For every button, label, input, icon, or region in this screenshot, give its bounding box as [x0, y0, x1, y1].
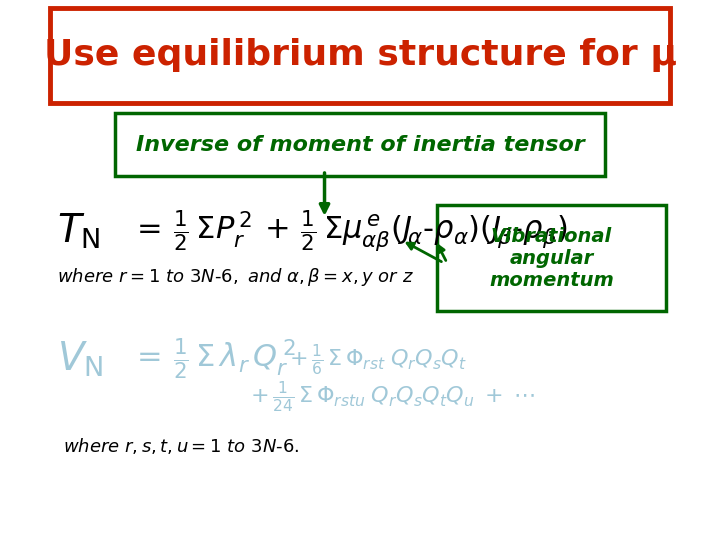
Text: Vibrational
angular
momentum: Vibrational angular momentum — [489, 227, 614, 289]
Text: $+\,\frac{1}{24}\,\mathsf{\Sigma}\,\Phi_{rstu}\;Q_r Q_s Q_t Q_u\;+\;\cdots$: $+\,\frac{1}{24}\,\mathsf{\Sigma}\,\Phi_… — [251, 380, 535, 414]
Text: Use equilibrium structure for μ: Use equilibrium structure for μ — [43, 38, 677, 72]
Text: $=\,\frac{1}{2}\,\mathsf{\Sigma}\,\lambda_r\,Q_r^{\,2}$: $=\,\frac{1}{2}\,\mathsf{\Sigma}\,\lambd… — [131, 336, 296, 382]
FancyBboxPatch shape — [50, 8, 670, 103]
Text: $+\,\frac{1}{6}\,\mathsf{\Sigma}\,\Phi_{rst}\;Q_r Q_s Q_t$: $+\,\frac{1}{6}\,\mathsf{\Sigma}\,\Phi_{… — [289, 342, 467, 376]
FancyBboxPatch shape — [438, 205, 667, 310]
FancyBboxPatch shape — [115, 113, 605, 176]
Text: $=\,\frac{1}{2}\,\mathsf{\Sigma}\mathit{P}_r^{\,2}\,+\,\frac{1}{2}\,\mathsf{\Sig: $=\,\frac{1}{2}\,\mathsf{\Sigma}\mathit{… — [131, 208, 568, 254]
Text: $\mathit{V}_\mathrm{N}$: $\mathit{V}_\mathrm{N}$ — [57, 340, 103, 379]
Text: $\mathit{where\ r = 1\ to\ 3N\text{-}6,\ and\ \alpha,\beta = x,y\ or\ z}$: $\mathit{where\ r = 1\ to\ 3N\text{-}6,\… — [57, 266, 414, 288]
Text: $\mathit{where\ r,s,t,u = 1\ to\ 3N\text{-}6.}$: $\mathit{where\ r,s,t,u = 1\ to\ 3N\text… — [63, 435, 300, 456]
Text: $\mathit{T}_\mathrm{N}$: $\mathit{T}_\mathrm{N}$ — [57, 212, 100, 251]
Text: Inverse of moment of inertia tensor: Inverse of moment of inertia tensor — [135, 134, 585, 155]
